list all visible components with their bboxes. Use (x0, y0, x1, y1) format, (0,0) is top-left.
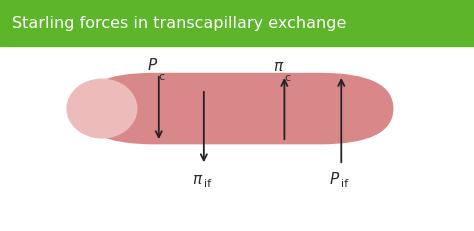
FancyBboxPatch shape (0, 0, 474, 46)
FancyBboxPatch shape (81, 73, 393, 144)
Text: π: π (192, 172, 201, 187)
Ellipse shape (66, 79, 137, 139)
Text: if: if (341, 179, 348, 189)
Text: π: π (273, 59, 282, 74)
Text: c: c (159, 72, 165, 82)
Text: P: P (329, 172, 339, 187)
Text: if: if (204, 179, 211, 189)
Text: P: P (147, 58, 156, 73)
Text: c: c (284, 73, 291, 83)
Text: Starling forces in transcapillary exchange: Starling forces in transcapillary exchan… (12, 16, 346, 30)
